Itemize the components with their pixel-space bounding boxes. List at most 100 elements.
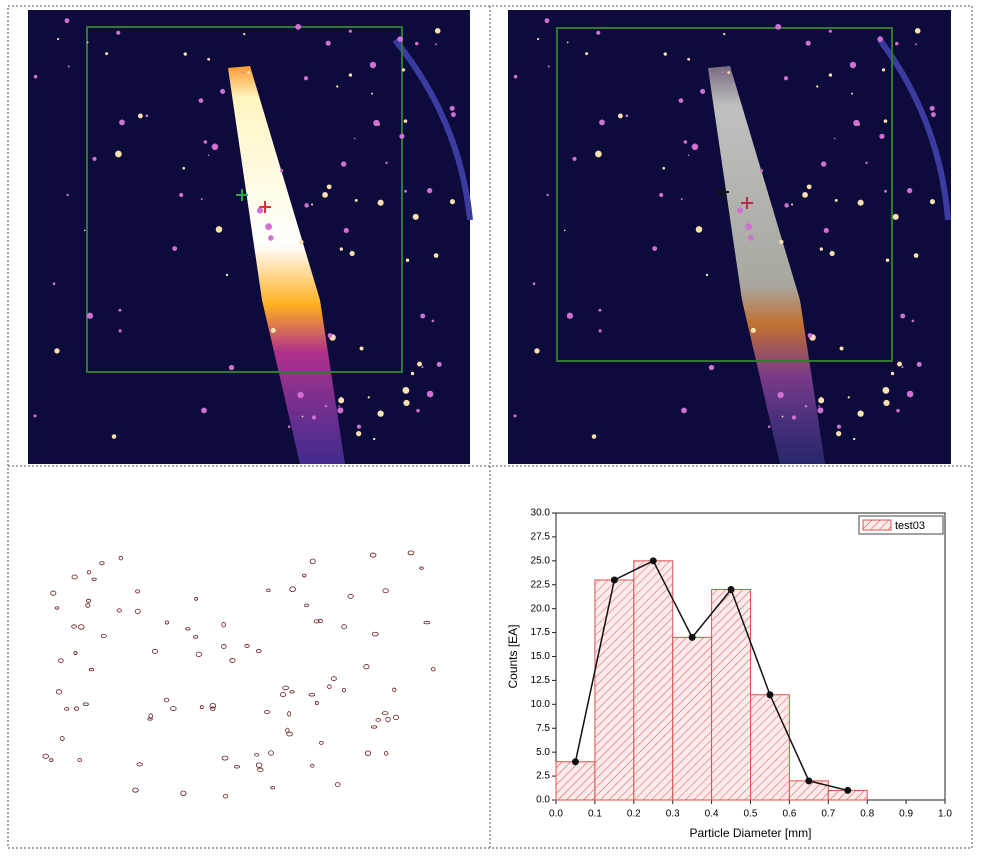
particle xyxy=(285,727,290,734)
frequency-point xyxy=(727,586,735,594)
frequency-point xyxy=(610,576,618,584)
particle xyxy=(266,588,271,593)
star xyxy=(118,329,122,333)
star xyxy=(402,387,410,394)
star xyxy=(179,192,184,198)
bar xyxy=(594,579,635,801)
star xyxy=(817,407,824,414)
star xyxy=(416,408,420,413)
star xyxy=(421,366,424,369)
star xyxy=(349,250,355,257)
star xyxy=(322,192,328,198)
star xyxy=(304,203,309,208)
particle xyxy=(304,603,309,608)
particle xyxy=(49,758,54,763)
x-axis-label: Particle Diameter [mm] xyxy=(689,826,811,840)
particle xyxy=(50,590,57,596)
particle xyxy=(71,574,78,580)
star xyxy=(777,391,784,399)
particle xyxy=(407,550,415,556)
x-tick-label: 0.7 xyxy=(821,809,835,820)
particle xyxy=(55,689,62,695)
star xyxy=(767,425,771,428)
star xyxy=(915,43,918,46)
star xyxy=(683,140,688,144)
star xyxy=(86,312,94,319)
star xyxy=(784,203,789,208)
particle xyxy=(85,603,91,608)
star xyxy=(687,154,690,157)
particle xyxy=(263,710,271,714)
x-tick-label: 0.6 xyxy=(782,809,796,820)
star xyxy=(311,415,317,420)
star xyxy=(324,404,328,408)
star xyxy=(596,30,601,35)
particle xyxy=(221,755,229,761)
x-tick-label: 0.5 xyxy=(744,809,758,820)
particle xyxy=(371,725,378,729)
star xyxy=(896,408,900,413)
particle xyxy=(392,687,397,692)
star xyxy=(737,207,744,214)
particle xyxy=(268,750,274,756)
star xyxy=(857,410,864,417)
star xyxy=(847,396,850,399)
star xyxy=(834,198,838,202)
star xyxy=(241,71,244,74)
particle xyxy=(88,668,95,672)
star xyxy=(916,361,922,367)
y-tick-label: 25.0 xyxy=(531,555,551,566)
star xyxy=(435,43,438,46)
star xyxy=(338,397,345,404)
star xyxy=(436,361,442,367)
star xyxy=(403,399,410,407)
star xyxy=(759,169,764,173)
star xyxy=(662,166,666,170)
star xyxy=(247,71,251,74)
star xyxy=(779,239,784,245)
particle xyxy=(180,790,187,797)
star xyxy=(775,23,782,30)
particle xyxy=(151,648,159,654)
star xyxy=(119,119,125,126)
star xyxy=(879,133,885,139)
star xyxy=(882,387,890,394)
star xyxy=(397,36,403,42)
particle xyxy=(347,593,354,599)
star xyxy=(914,28,921,34)
star xyxy=(207,57,211,61)
bar xyxy=(672,636,713,801)
particle xyxy=(132,787,139,793)
star xyxy=(695,226,703,233)
star xyxy=(513,74,518,79)
particle xyxy=(199,705,204,710)
star xyxy=(836,424,842,429)
star xyxy=(727,71,731,74)
star xyxy=(853,119,860,127)
particle xyxy=(134,608,141,614)
particle xyxy=(341,624,347,630)
star xyxy=(851,92,854,95)
star xyxy=(228,364,235,371)
particle xyxy=(308,693,316,697)
star xyxy=(115,150,122,158)
particle xyxy=(385,716,391,723)
star xyxy=(412,213,419,220)
star xyxy=(885,258,890,262)
bar xyxy=(711,589,751,801)
star xyxy=(338,405,340,408)
y-axis-label: Counts [EA] xyxy=(506,624,520,688)
particle xyxy=(74,706,80,711)
star xyxy=(354,198,358,202)
star xyxy=(215,226,223,233)
star xyxy=(356,431,362,437)
star xyxy=(883,399,890,407)
star xyxy=(299,239,304,245)
star xyxy=(145,114,149,118)
y-tick-label: 27.5 xyxy=(531,532,551,543)
star xyxy=(513,414,517,418)
star xyxy=(911,319,915,323)
star xyxy=(563,229,566,232)
frequency-point xyxy=(649,557,657,565)
frequency-point xyxy=(805,777,813,785)
